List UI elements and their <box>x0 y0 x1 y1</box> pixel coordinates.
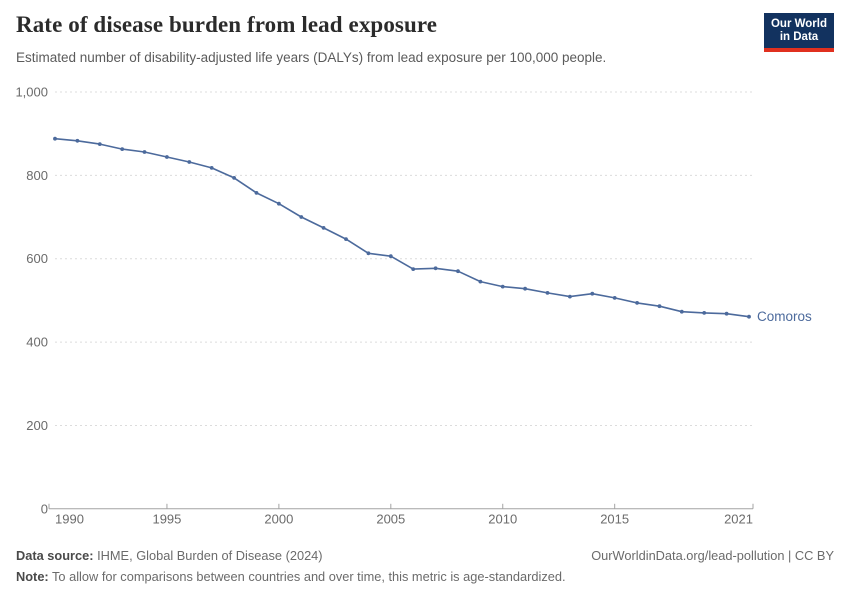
series-label-comoros[interactable]: Comoros <box>757 309 812 324</box>
data-point[interactable] <box>277 201 281 206</box>
data-point[interactable] <box>590 291 595 296</box>
data-point[interactable] <box>344 237 348 242</box>
data-point[interactable] <box>545 291 550 295</box>
data-point[interactable] <box>97 142 102 147</box>
x-axis-tick-label: 2021 <box>724 511 753 526</box>
series-line-comoros[interactable] <box>54 137 750 318</box>
data-point[interactable] <box>500 284 505 289</box>
x-axis-tick-label: 2015 <box>600 511 629 526</box>
chart-subtitle: Estimated number of disability-adjusted … <box>16 50 607 65</box>
data-point[interactable] <box>232 176 237 180</box>
data-point[interactable] <box>568 294 572 299</box>
data-point[interactable] <box>165 155 169 159</box>
y-axis-tick-label: 0 <box>41 501 48 516</box>
owid-logo[interactable]: Our World in Data <box>764 13 834 52</box>
data-point[interactable] <box>747 314 751 319</box>
data-point[interactable] <box>456 269 460 274</box>
owid-logo-line2: in Data <box>779 31 819 43</box>
x-axis-tick-label: 1990 <box>55 511 84 526</box>
data-point[interactable] <box>299 215 304 219</box>
page-title: Rate of disease burden from lead exposur… <box>16 12 438 37</box>
owid-url-license[interactable]: OurWorldinData.org/lead-pollution | CC B… <box>591 548 834 563</box>
x-axis-tick-label: 1995 <box>152 511 181 526</box>
data-source-line: Data source: IHME, Global Burden of Dise… <box>16 546 323 566</box>
y-axis-tick-label: 1,000 <box>15 85 48 100</box>
y-axis-tick-label: 800 <box>26 168 48 183</box>
y-axis-tick-label: 400 <box>26 335 48 350</box>
data-point[interactable] <box>657 304 662 309</box>
data-point[interactable] <box>523 286 527 291</box>
chart-footer: Data source: IHME, Global Burden of Dise… <box>16 546 834 587</box>
x-axis-tick-label: 2000 <box>264 511 293 526</box>
x-axis-tick-label: 2010 <box>488 511 517 526</box>
data-point[interactable] <box>187 160 192 164</box>
data-point[interactable] <box>366 251 371 256</box>
owid-logo-line1: Our World <box>770 18 827 30</box>
data-point[interactable] <box>254 191 259 195</box>
data-point[interactable] <box>724 311 729 316</box>
x-axis-tick-label: 2005 <box>376 511 405 526</box>
data-source-text: IHME, Global Burden of Disease (2024) <box>93 548 323 563</box>
data-point[interactable] <box>142 150 147 154</box>
data-point[interactable] <box>679 309 684 314</box>
data-point[interactable] <box>75 138 80 143</box>
data-point[interactable] <box>635 301 639 305</box>
data-point[interactable] <box>702 311 707 315</box>
data-point[interactable] <box>612 296 617 300</box>
data-point[interactable] <box>433 266 438 271</box>
note-text: To allow for comparisons between countri… <box>48 569 566 584</box>
data-point[interactable] <box>388 254 393 259</box>
y-axis-tick-label: 600 <box>26 251 48 266</box>
y-axis-tick-label: 200 <box>26 418 48 433</box>
data-point[interactable] <box>209 166 214 170</box>
data-source-label: Data source: <box>16 548 94 563</box>
data-point[interactable] <box>120 147 125 152</box>
data-point[interactable] <box>478 279 483 284</box>
data-point[interactable] <box>321 226 326 230</box>
data-point[interactable] <box>411 267 416 271</box>
note-label: Note: <box>16 569 49 584</box>
data-point[interactable] <box>53 136 57 141</box>
